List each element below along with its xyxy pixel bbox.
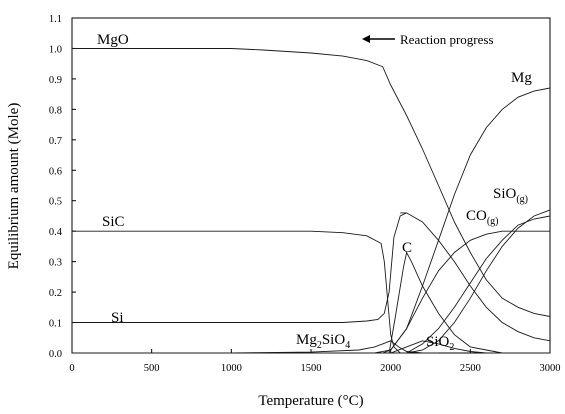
series-line-c: [388, 251, 550, 354]
y-tick-label: 0.5: [49, 197, 62, 208]
x-tick-label: 1000: [221, 363, 242, 374]
y-tick-label: 0.1: [49, 319, 62, 330]
reaction-progress-label: Reaction progress: [400, 32, 494, 47]
series-label-mgo: MgO: [97, 32, 129, 48]
series-line-co-alt: [406, 215, 551, 354]
axis-ticks: 0 500 1000 1500 2000 2500 3000 0.0 0.1 0.2 0.3 0.4 0…: [49, 14, 561, 374]
y-tick-label: 0.9: [49, 75, 62, 86]
series-line-si: [72, 212, 407, 323]
y-tick-label: 1.0: [49, 44, 62, 55]
series-line-siog: [390, 209, 551, 354]
series-line-sio2: [374, 340, 503, 354]
plot-area: [71, 17, 551, 354]
y-tick-label: 0.2: [49, 288, 62, 299]
series-label-siog: SiO(g): [493, 186, 528, 205]
series-label-sic: SiC: [102, 214, 125, 230]
x-tick-label: 3000: [540, 363, 561, 374]
x-tick-label: 0: [69, 363, 74, 374]
series-line-mg: [72, 87, 551, 354]
y-tick-label: 0.3: [49, 258, 62, 269]
x-tick-label: 2500: [460, 363, 481, 374]
series-label-c: C: [402, 240, 412, 256]
series-label-mg2sio4: Mg2SiO4: [296, 332, 350, 351]
series-line-mgo: [72, 48, 551, 317]
series-label-si: Si: [111, 310, 124, 326]
x-tick-label: 500: [144, 363, 160, 374]
arrow-head-icon: [362, 35, 370, 43]
y-axis-title: Equilibrium amount (Mole): [6, 103, 22, 270]
series-label-sio2: SiO2: [426, 334, 454, 353]
x-tick-label: 1500: [301, 363, 322, 374]
y-tick-label: 0.4: [49, 227, 63, 238]
y-tick-label: 1.1: [49, 14, 62, 25]
x-axis-title: Temperature (°C): [258, 393, 363, 409]
reaction-progress-annotation: Reaction progress: [362, 32, 494, 47]
series-curves: [72, 48, 551, 354]
y-tick-label: 0.6: [49, 166, 62, 177]
y-tick-label: 0.7: [49, 136, 62, 147]
y-tick-label: 0.0: [49, 349, 62, 360]
series-label-cog: CO(g): [466, 208, 499, 227]
series-line-cog: [382, 230, 550, 354]
series-line-sic: [72, 230, 401, 354]
y-tick-label: 0.8: [49, 105, 62, 116]
series-line-c-upper: [400, 212, 551, 342]
series-label-mg: Mg: [511, 70, 532, 86]
x-tick-label: 2000: [380, 363, 401, 374]
